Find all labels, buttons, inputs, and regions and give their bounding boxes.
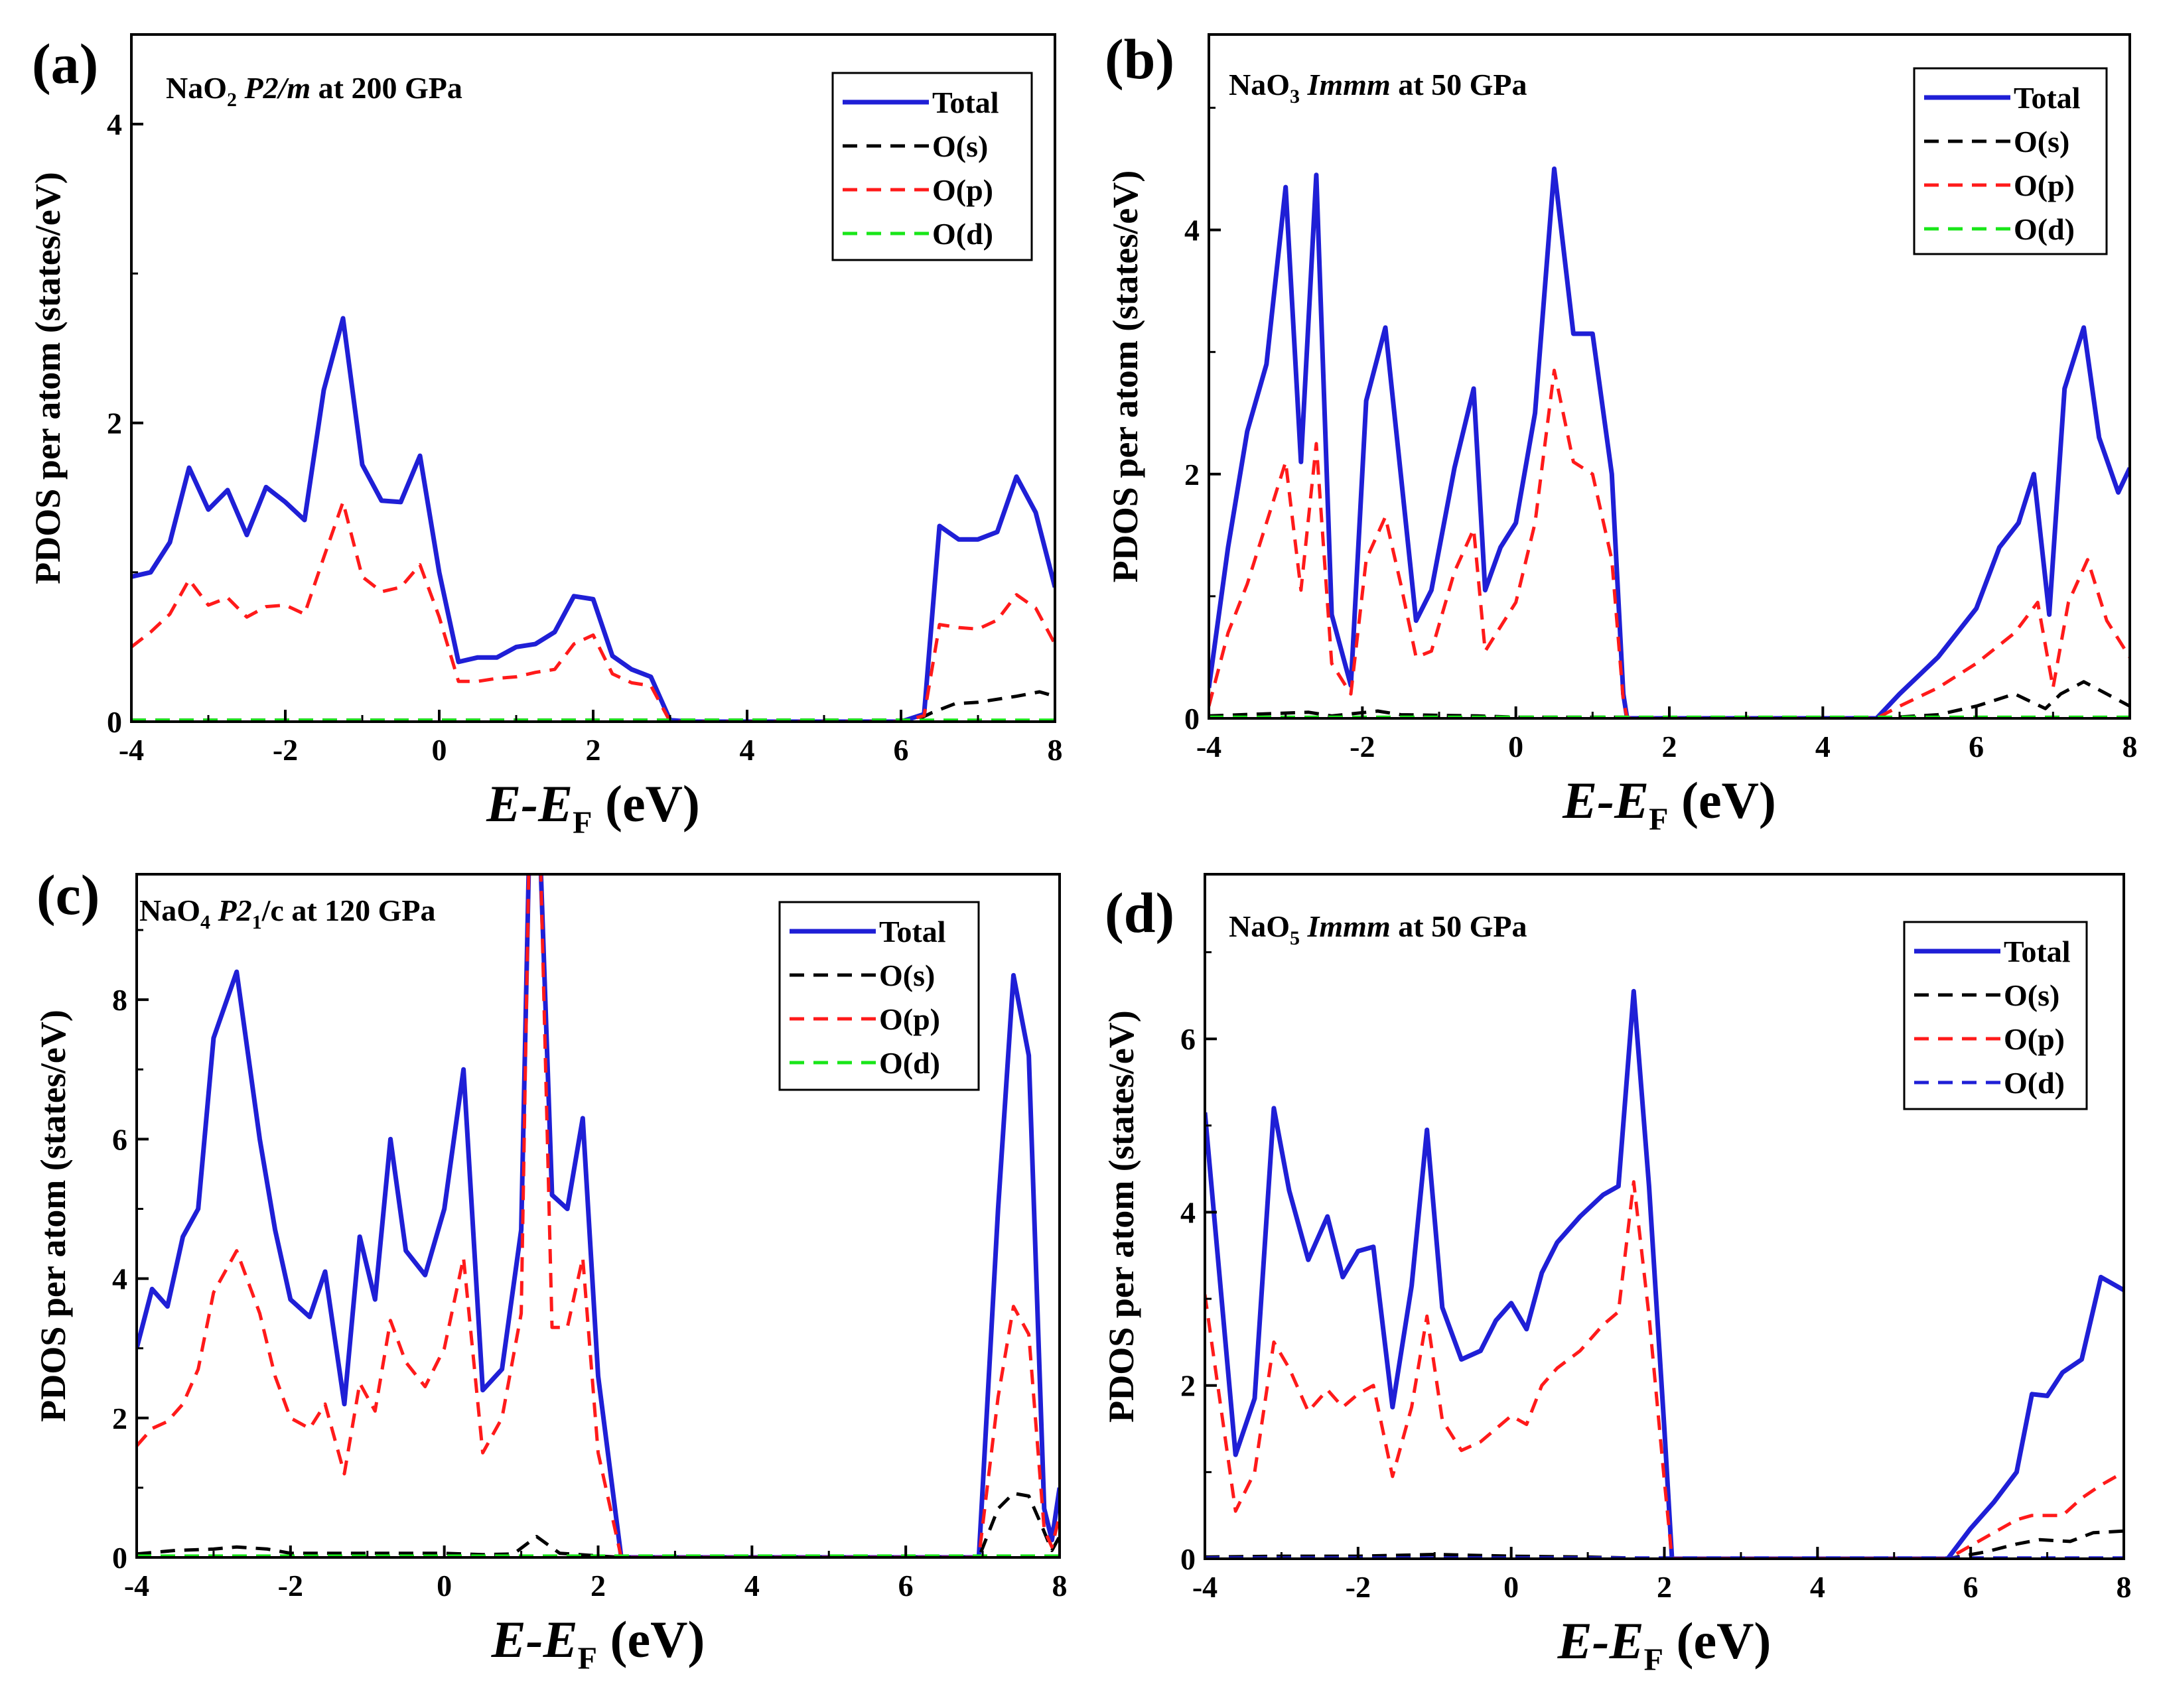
legend-label: O(d) [879,1046,940,1080]
legend: Total O(s) O(p) O(d) [1903,921,2088,1110]
legend: Total O(s) O(p) O(d) [831,72,1033,261]
x-tick-label: 6 [898,1569,914,1603]
y-tick-label: 4 [107,107,122,141]
y-tick-label: 0 [1184,702,1200,736]
y-axis-label: PDOS per atom (states/eV) [33,1010,73,1421]
x-tick-label: 8 [1052,1569,1068,1603]
series-line-os [1209,680,2130,718]
x-axis-label: E-EF (eV) [1557,1612,1772,1677]
x-tick-label: 8 [2122,730,2138,763]
x-tick-label: 6 [894,733,909,767]
structure-annotation: NaO2 P2/m at 200 GPa [166,71,462,111]
x-tick-label: -2 [1346,1570,1371,1604]
structure-annotation: NaO3 Immm at 50 GPa [1229,68,1527,107]
legend-label: O(s) [2004,978,2059,1012]
x-tick-label: -2 [1350,730,1375,763]
y-tick-label: 2 [1184,458,1200,492]
y-tick-label: 2 [1180,1369,1196,1403]
x-axis-label: E-EF (eV) [1562,771,1776,837]
x-axis-label: E-EF (eV) [486,775,700,840]
x-tick-label: 4 [744,1569,760,1603]
legend: Total O(s) O(p) O(d) [1913,67,2108,255]
x-tick-label: 2 [1657,1570,1672,1604]
y-tick-label: 2 [112,1402,127,1435]
legend-label: O(p) [2014,168,2075,202]
y-tick-label: 0 [112,1541,127,1575]
x-axis-label: E-EF (eV) [491,1610,705,1676]
y-tick-label: 4 [1180,1195,1196,1229]
x-tick-label: -4 [119,733,144,767]
panel-label: (b) [1105,27,1174,91]
y-tick-label: 6 [112,1122,127,1156]
x-tick-label: 0 [432,733,447,767]
y-tick-label: 8 [112,983,127,1017]
structure-annotation: NaO5 Immm at 50 GPa [1229,909,1527,949]
legend-label: O(p) [932,173,993,207]
x-tick-label: -4 [124,1569,149,1603]
x-tick-label: 8 [2117,1570,2132,1604]
y-axis-label: PDOS per atom (states/eV) [28,172,68,584]
legend-label: O(d) [2014,212,2075,246]
x-tick-label: -2 [273,733,298,767]
legend-label: Total [2004,935,2071,968]
series-line-os [131,690,1055,722]
x-tick-label: 2 [586,733,601,767]
panel-c: -4 -2 0 2 4 6 8 0 2 4 6 8 E-EF (eV) PDOS per atom (st… [33,863,1068,1676]
x-tick-label: 0 [1503,1570,1519,1604]
panel-label: (a) [32,32,98,96]
x-tick-label: 6 [1969,730,1984,763]
legend-label: O(s) [879,958,935,992]
legend-label: O(s) [932,129,988,163]
x-tick-label: 2 [1662,730,1677,763]
series-line-total [137,874,1060,1557]
legend-label: O(s) [2014,125,2069,159]
y-axis-label: PDOS per atom (states/eV) [1105,170,1145,582]
series-line-op [1205,1180,2124,1559]
x-tick-label: 4 [1815,730,1831,763]
series-line-total [131,316,1055,722]
x-tick-label: 8 [1048,733,1063,767]
legend: Total O(s) O(p) O(d) [778,901,980,1091]
x-tick-label: -4 [1196,730,1221,763]
x-tick-label: 2 [591,1569,606,1603]
series-line-op [137,874,1060,1557]
legend-label: Total [879,915,946,949]
panel-label: (d) [1105,881,1174,945]
panel-a: -4 -2 0 2 4 6 8 0 2 4 E-EF (eV) PDOS per atom (stat… [28,32,1063,840]
x-tick-label: 0 [1508,730,1523,763]
series-line-op [131,500,1055,722]
y-tick-label: 4 [1184,214,1200,247]
y-tick-label: 0 [1180,1542,1196,1576]
legend-label: Total [2014,81,2081,115]
x-tick-label: 4 [740,733,755,767]
series-line-total [1205,988,2124,1559]
legend-label: O(d) [2004,1066,2065,1100]
panel-label: (c) [36,863,100,927]
x-tick-label: 6 [1963,1570,1979,1604]
y-tick-label: 0 [107,705,122,739]
structure-annotation: NaO4 P21/c at 120 GPa [139,893,436,933]
legend-label: O(p) [879,1002,940,1036]
legend-label: O(d) [932,217,993,251]
legend-label: O(p) [2004,1022,2065,1056]
x-tick-label: -4 [1192,1570,1218,1604]
panel-b: -4 -2 0 2 4 6 8 0 2 4 E-EF (eV) PDOS per atom (stat… [1105,27,2138,837]
series-line-os [137,1491,1060,1557]
series-group [131,316,1055,722]
series-line-total [1209,166,2130,718]
y-tick-label: 6 [1180,1022,1196,1056]
panel-d: -4 -2 0 2 4 6 8 0 2 4 6 E-EF (eV) PDOS per atom (sta… [1101,873,2132,1677]
x-tick-label: 4 [1810,1570,1825,1604]
y-axis-label: PDOS per atom (states/eV) [1101,1010,1141,1422]
legend-label: Total [932,86,999,119]
y-tick-label: 2 [107,407,122,440]
x-tick-label: -2 [278,1569,303,1603]
y-tick-label: 4 [112,1262,127,1296]
series-line-os [1205,1529,2124,1559]
x-tick-label: 0 [437,1569,452,1603]
